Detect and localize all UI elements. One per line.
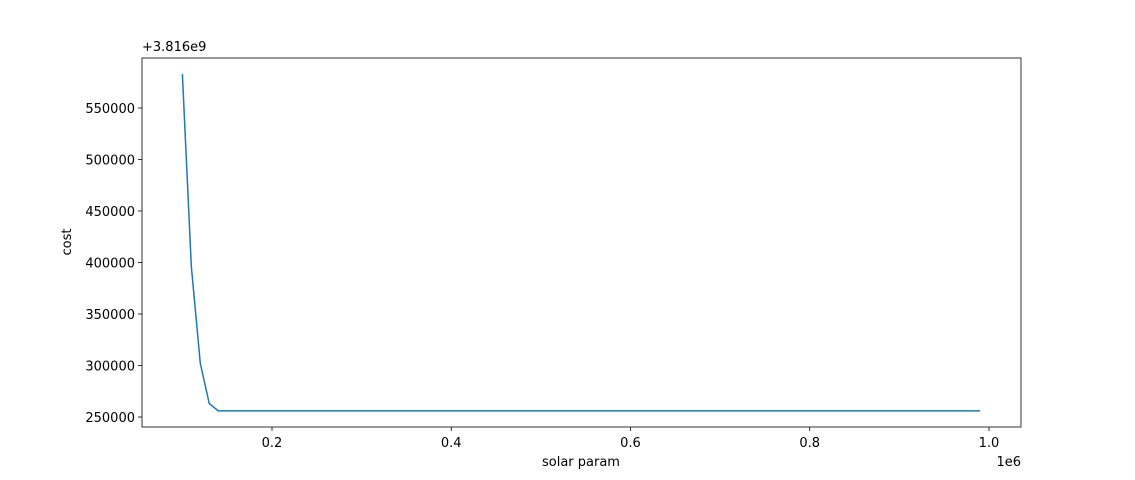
x-tick-label: 1.0 [979,436,1000,451]
y-tick-label: 500000 [85,153,135,168]
y-offset-text: +3.816e9 [142,40,206,55]
y-axis-label: cost [60,229,75,256]
y-tick-label: 350000 [85,308,135,323]
x-tick-label: 0.8 [799,436,820,451]
y-tick-label: 300000 [85,359,135,374]
y-tick-label: 550000 [85,102,135,117]
y-tick-label: 450000 [85,205,135,220]
x-offset-text: 1e6 [996,455,1021,470]
line [181,73,981,412]
x-tick-label: 0.2 [262,436,283,451]
y-tick-label: 250000 [85,411,135,426]
y-tick-label: 400000 [85,256,135,271]
x-tick-label: 0.4 [441,436,462,451]
x-axis-label: solar param [542,455,620,470]
x-tick-label: 0.6 [620,436,641,451]
plot-frame [141,57,1022,428]
